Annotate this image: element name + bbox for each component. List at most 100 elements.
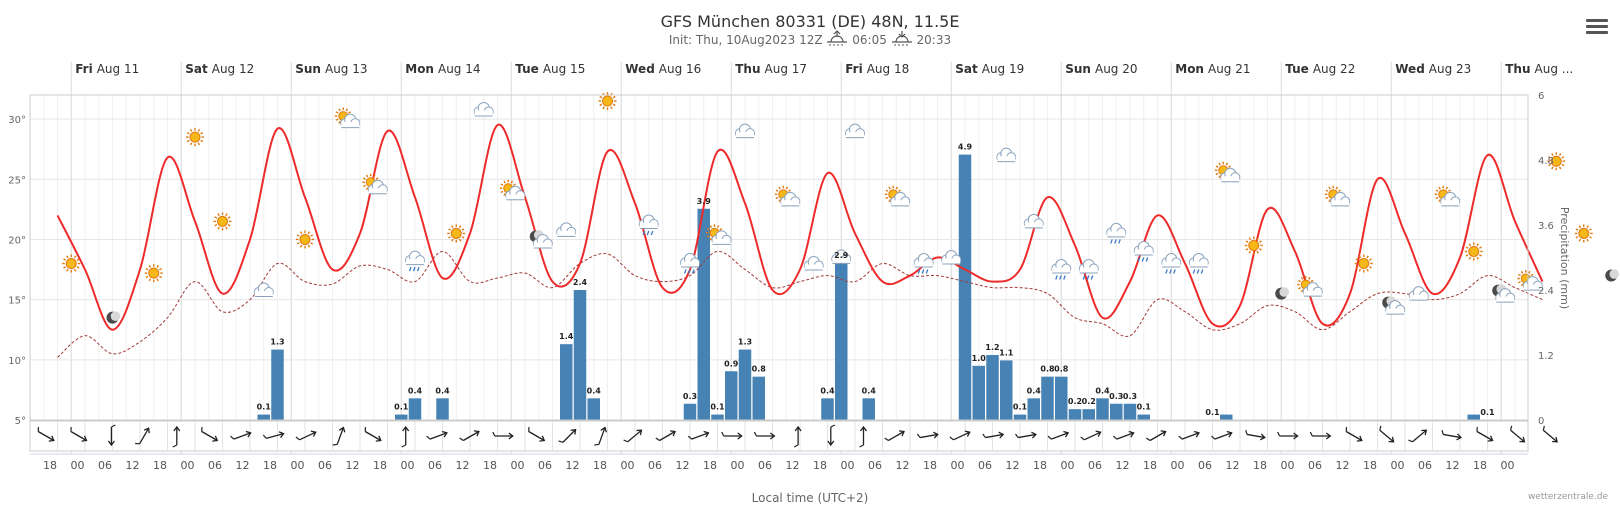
wind-arrow-icon [1476, 426, 1494, 442]
sun-ray [716, 225, 720, 228]
wind-arrow-shaft [1116, 432, 1134, 440]
precip-data-label: 0.9 [724, 359, 739, 368]
wind-row [29, 420, 1558, 452]
wind-arrow-head [1160, 430, 1167, 437]
sun-disc [299, 233, 311, 245]
wind-arrow-icon [859, 425, 868, 448]
precip-data-label: 1.2 [985, 343, 999, 352]
wind-arrow-icon [1112, 430, 1135, 440]
wind-arrow-icon [655, 430, 677, 442]
day-label-dow: Mon [1175, 62, 1204, 76]
cloud-base [254, 291, 273, 297]
cloud-shape [1385, 300, 1406, 315]
cloud-base [832, 257, 851, 264]
temperature-layer [56, 123, 1544, 331]
wind-arrow-icon [1080, 430, 1102, 441]
x-tick-label: 00 [1061, 459, 1075, 472]
x-tick-label: 12 [676, 459, 690, 472]
sun-ray [200, 132, 204, 135]
x-tick-label: 12 [346, 459, 360, 472]
wind-arrow-icon [1178, 430, 1200, 440]
sun-icon [62, 254, 81, 273]
sun-ray [365, 187, 369, 190]
sun-icon [598, 92, 617, 111]
day-label-dow: Thu [735, 62, 760, 76]
day-label-dow: Tue [515, 62, 539, 76]
wind-arrow-icon [528, 426, 546, 442]
credit-link[interactable]: wetterzentrale.de [1527, 492, 1608, 502]
sun-ray [1308, 276, 1311, 280]
sun-cloud-icon [1434, 185, 1461, 207]
wind-arrow-shaft [953, 431, 971, 441]
precip-bar [683, 403, 697, 420]
day-label-date: Aug 19 [982, 62, 1025, 76]
x-tick-label: 12 [786, 459, 800, 472]
sun-ray [227, 216, 231, 219]
wind-arrow-shaft [1181, 432, 1200, 440]
sunrise-icon [827, 30, 848, 46]
sun-ray [1578, 238, 1582, 242]
x-tick-label: 12 [1336, 459, 1350, 472]
wind-arrow-icon [558, 428, 577, 443]
sun-disc [217, 215, 228, 227]
sun-ray [296, 234, 300, 237]
cloud-rain-icon [831, 249, 852, 271]
rain-drop [687, 269, 691, 274]
wind-arrow-shaft [1214, 432, 1232, 440]
rain-drop [925, 269, 929, 274]
sun-ray [145, 275, 149, 279]
sun-ray [148, 278, 152, 282]
sun-ray [1479, 246, 1482, 249]
day-label: Fri Aug 18 [845, 62, 909, 76]
sun-ray [451, 238, 454, 242]
x-tick-label: 06 [538, 459, 552, 472]
day-label: Tue Aug 15 [515, 62, 585, 76]
precip-data-label: 1.3 [738, 338, 752, 347]
sun-ray [503, 180, 506, 184]
cloud-shape [1161, 253, 1182, 268]
sun-ray [365, 174, 369, 178]
precip-data-label: 0.4 [862, 386, 877, 395]
day-label: Mon Aug 21 [1175, 62, 1250, 76]
wind-arrow-shaft [1018, 433, 1036, 439]
x-tick-label: 18 [813, 459, 827, 472]
wind-arrow-barb [172, 444, 178, 448]
wind-arrow-icon [262, 431, 285, 439]
sun-ray [451, 225, 454, 229]
wind-arrow-barb [295, 436, 300, 441]
sun-ray [1215, 165, 1219, 168]
rain-drop [1114, 239, 1117, 244]
wind-arrow-shaft [462, 430, 480, 442]
x-tick-label: 12 [236, 459, 250, 472]
sun-ray [159, 268, 162, 271]
sun-ray [73, 268, 77, 272]
rain-drop [646, 230, 650, 236]
cloud-shape [638, 214, 659, 229]
day-label-date: Aug 12 [212, 62, 255, 76]
sun-ray [1369, 258, 1372, 261]
precip-data-label: 0.1 [710, 403, 725, 412]
cloud-icon [845, 123, 865, 139]
chart-menu-button[interactable] [1584, 16, 1610, 40]
wind-arrow-head [859, 425, 868, 432]
cloud-icon [1023, 213, 1044, 229]
sun-ray [1256, 250, 1259, 254]
wind-arrow-icon [172, 425, 181, 448]
day-label-date: Aug 23 [1429, 62, 1472, 76]
wind-arrow-barb [830, 424, 836, 428]
sun-ray [197, 142, 201, 146]
precip-data-label: 0.1 [1205, 408, 1220, 417]
wind-arrow-shaft [985, 433, 1004, 439]
sun-ray [503, 193, 506, 197]
sun-ray [885, 189, 889, 192]
wind-arrow-barb [594, 443, 599, 446]
cloud-shape [1106, 222, 1127, 238]
wind-arrow-head [402, 425, 410, 432]
sun-ray [1438, 199, 1441, 203]
x-tick-label: 06 [208, 459, 222, 472]
sun-ray [338, 120, 341, 124]
sun-ray [1358, 268, 1362, 272]
sun-ray [1435, 189, 1439, 192]
wind-arrow-head [1325, 432, 1332, 440]
